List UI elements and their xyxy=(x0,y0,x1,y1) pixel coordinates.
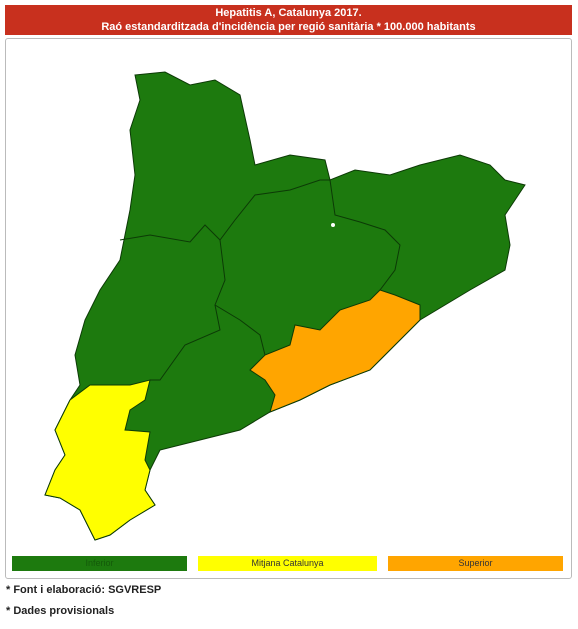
note: * Font i elaboració: SGVRESP xyxy=(6,584,162,596)
title-bar: Hepatitis A, Catalunya 2017. Raó estanda… xyxy=(5,5,572,35)
border xyxy=(214,304,266,356)
legend-item: Mitjana Catalunya xyxy=(198,556,377,571)
region-borders xyxy=(119,179,401,381)
title: Hepatitis A, Catalunya 2017. xyxy=(215,7,362,19)
border xyxy=(329,179,401,291)
map-frame xyxy=(5,38,572,579)
region-yellow xyxy=(44,379,156,541)
subtitle: Raó estandarditzada d'incidència per reg… xyxy=(101,21,476,33)
border xyxy=(119,179,330,243)
legend-item: Superior xyxy=(388,556,563,571)
legend-item: Inferior xyxy=(12,556,187,571)
note: * Dades provisionals xyxy=(6,605,115,617)
region-orange xyxy=(249,289,421,413)
border xyxy=(150,239,226,381)
enclave xyxy=(331,223,335,227)
